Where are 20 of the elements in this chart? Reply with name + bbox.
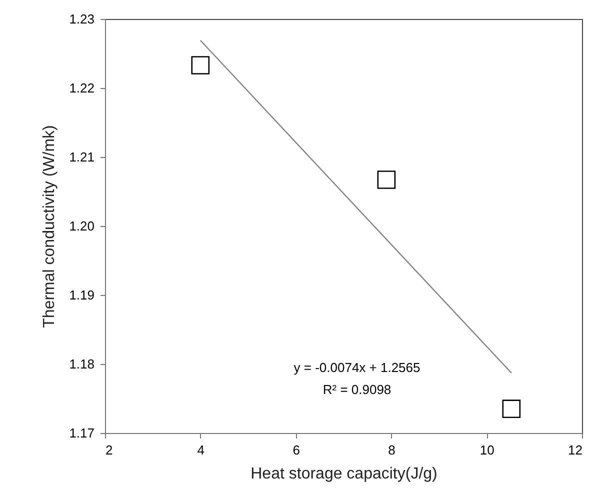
x-axis-title: Heat storage capacity(J/g) <box>250 466 438 482</box>
x-tick-label: 4 <box>197 442 205 458</box>
y-tick-label: 1.18 <box>69 356 94 372</box>
x-tick-label: 8 <box>388 442 396 458</box>
x-tick-label: 6 <box>292 442 300 458</box>
y-tick-label: 1.19 <box>69 288 94 302</box>
y-tick-label: 1.22 <box>69 80 94 96</box>
y-tick-label: 1.20 <box>69 218 94 234</box>
annotation: R² = 0.9098 <box>322 382 392 397</box>
point <box>377 170 396 189</box>
y-tick-label: 1.23 <box>69 12 94 26</box>
x-tick-label: 12 <box>568 442 582 458</box>
x-tick-label: 10 <box>480 442 494 458</box>
point <box>191 56 210 74</box>
annotation: y = -0.0074x + 1.2565 <box>294 360 420 375</box>
y-tick-label: 1.17 <box>69 426 94 440</box>
y-axis-title: Thermal conductivity (W/mk) <box>41 125 58 328</box>
x-tick-label: 2 <box>106 442 113 458</box>
point <box>502 400 521 418</box>
y-tick-label: 1.21 <box>69 150 94 164</box>
